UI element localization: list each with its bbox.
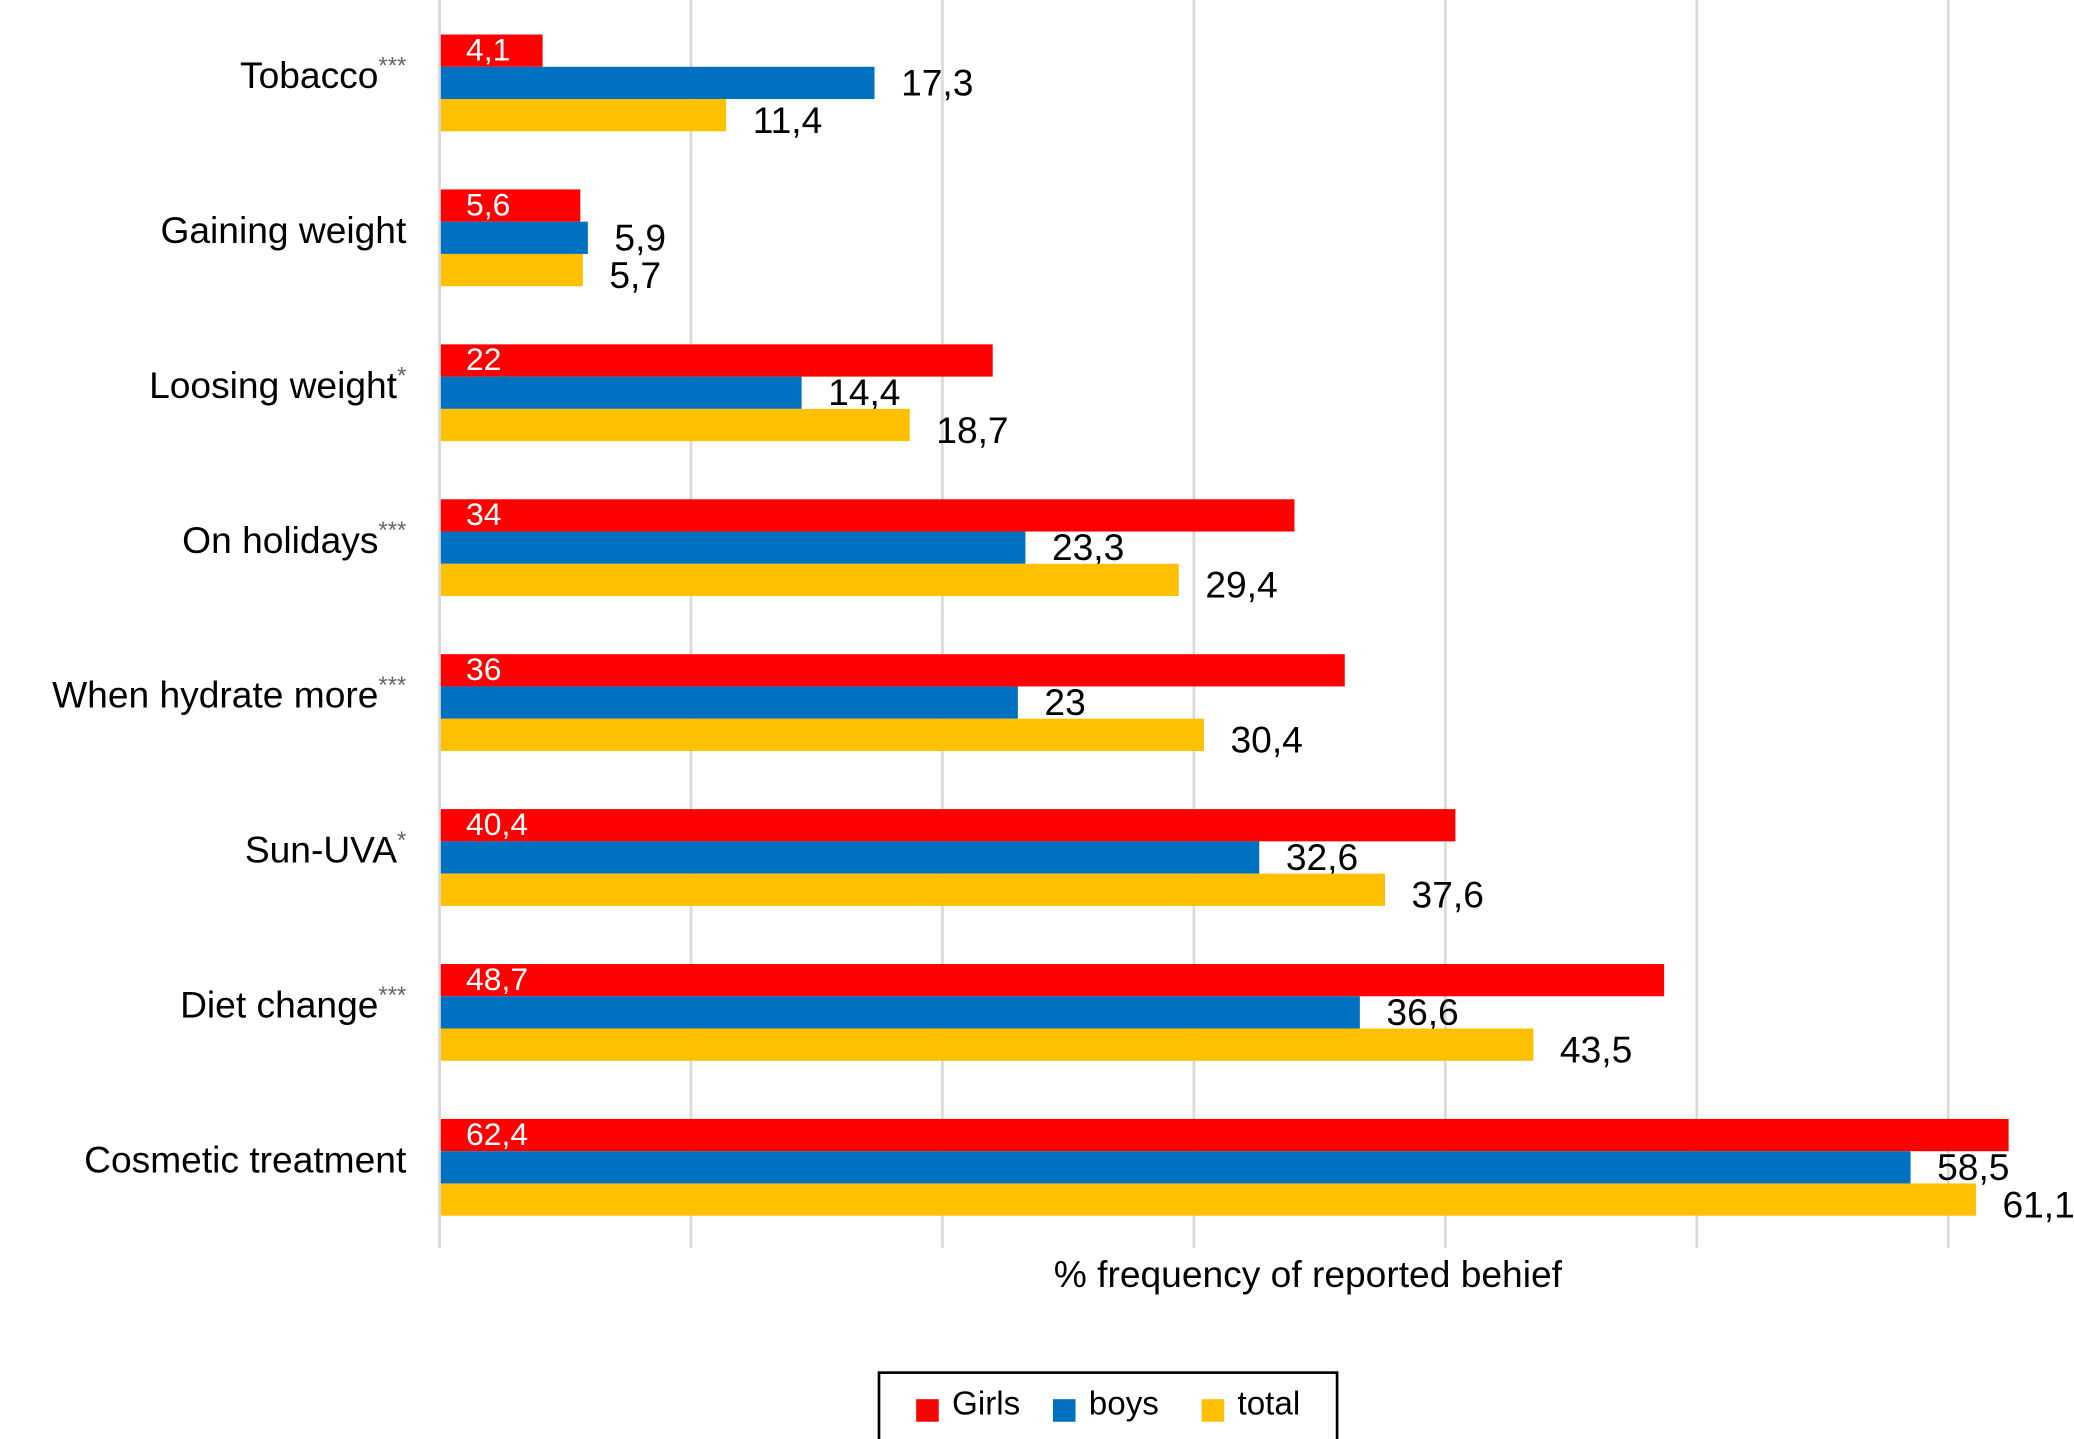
bar bbox=[439, 189, 581, 222]
bar bbox=[439, 66, 875, 100]
significance-mark: *** bbox=[378, 53, 406, 80]
legend-swatch bbox=[916, 1399, 939, 1422]
value-label: 32,6 bbox=[1286, 836, 1358, 878]
x-axis-title: % frequency of reported behief bbox=[1054, 1253, 1563, 1295]
legend-swatch bbox=[1052, 1399, 1076, 1422]
y-tick-label: When hydrate more*** bbox=[52, 672, 406, 715]
category-name: When hydrate more bbox=[52, 674, 378, 716]
bar bbox=[439, 873, 1385, 906]
significance-mark: *** bbox=[378, 672, 406, 699]
value-label: 37,6 bbox=[1412, 874, 1484, 916]
value-label: 62,4 bbox=[466, 1116, 528, 1152]
bar bbox=[439, 1118, 2009, 1152]
bar bbox=[439, 499, 1295, 532]
category-name: Tobacco bbox=[240, 54, 378, 96]
legend-box bbox=[877, 1371, 1339, 1439]
value-label: 23 bbox=[1044, 681, 1085, 723]
bar bbox=[439, 34, 543, 67]
category-name: Diet change bbox=[180, 983, 378, 1025]
significance-mark: * bbox=[397, 363, 406, 390]
bar bbox=[439, 344, 993, 377]
bar bbox=[439, 1028, 1534, 1061]
bar bbox=[439, 563, 1179, 597]
bar bbox=[439, 221, 588, 254]
value-label: 4,1 bbox=[466, 31, 510, 67]
bar bbox=[439, 654, 1345, 687]
value-label: 5,9 bbox=[614, 216, 666, 258]
category-name: Loosing weight bbox=[149, 364, 398, 406]
value-label: 58,5 bbox=[1937, 1146, 2009, 1188]
bar bbox=[439, 996, 1360, 1029]
value-label: 14,4 bbox=[828, 371, 900, 413]
bar bbox=[439, 99, 727, 132]
value-label: 40,4 bbox=[466, 806, 528, 842]
value-label: 48,7 bbox=[466, 961, 528, 997]
legend-label: boys bbox=[1089, 1386, 1159, 1423]
value-label: 5,7 bbox=[609, 254, 661, 296]
bar bbox=[439, 718, 1204, 751]
value-label: 18,7 bbox=[936, 409, 1008, 451]
value-label: 11,4 bbox=[753, 99, 823, 141]
y-tick-label: Sun-UVA* bbox=[245, 827, 406, 870]
bar bbox=[439, 686, 1018, 719]
legend-label: total bbox=[1237, 1386, 1300, 1423]
value-label: 29,4 bbox=[1205, 564, 1277, 606]
category-name: Sun-UVA bbox=[245, 828, 397, 870]
bar bbox=[439, 408, 910, 442]
value-label: 30,4 bbox=[1230, 719, 1302, 761]
value-label: 36 bbox=[466, 651, 501, 687]
value-label: 22 bbox=[466, 341, 501, 377]
value-label: 5,6 bbox=[466, 186, 510, 222]
legend-label: Girls bbox=[952, 1386, 1020, 1423]
y-tick-label: Gaining weight bbox=[160, 209, 407, 251]
category-name: Cosmetic treatment bbox=[84, 1138, 407, 1180]
value-label: 43,5 bbox=[1560, 1028, 1632, 1070]
legend-swatch bbox=[1201, 1399, 1225, 1422]
category-name: Gaining weight bbox=[160, 209, 407, 251]
bar bbox=[439, 809, 1456, 842]
value-label: 17,3 bbox=[901, 61, 973, 103]
value-label: 23,3 bbox=[1052, 526, 1124, 568]
bar bbox=[439, 1183, 1976, 1216]
y-tick-label: Tobacco*** bbox=[240, 53, 406, 96]
bar bbox=[439, 1151, 1911, 1184]
bar bbox=[439, 841, 1260, 874]
bar bbox=[439, 964, 1665, 997]
y-tick-label: Loosing weight* bbox=[149, 363, 406, 406]
significance-mark: *** bbox=[378, 518, 406, 545]
bar bbox=[439, 253, 583, 287]
bar bbox=[439, 531, 1026, 564]
bar bbox=[439, 376, 802, 409]
category-name: On holidays bbox=[182, 519, 378, 561]
significance-mark: *** bbox=[378, 982, 406, 1009]
value-label: 61,1 bbox=[2002, 1183, 2074, 1225]
significance-mark: * bbox=[397, 827, 406, 854]
value-label: 34 bbox=[466, 496, 501, 532]
y-tick-label: Cosmetic treatment bbox=[84, 1138, 407, 1180]
y-tick-label: On holidays*** bbox=[182, 518, 406, 561]
y-tick-label: Diet change*** bbox=[180, 982, 406, 1025]
value-label: 36,6 bbox=[1386, 991, 1458, 1033]
